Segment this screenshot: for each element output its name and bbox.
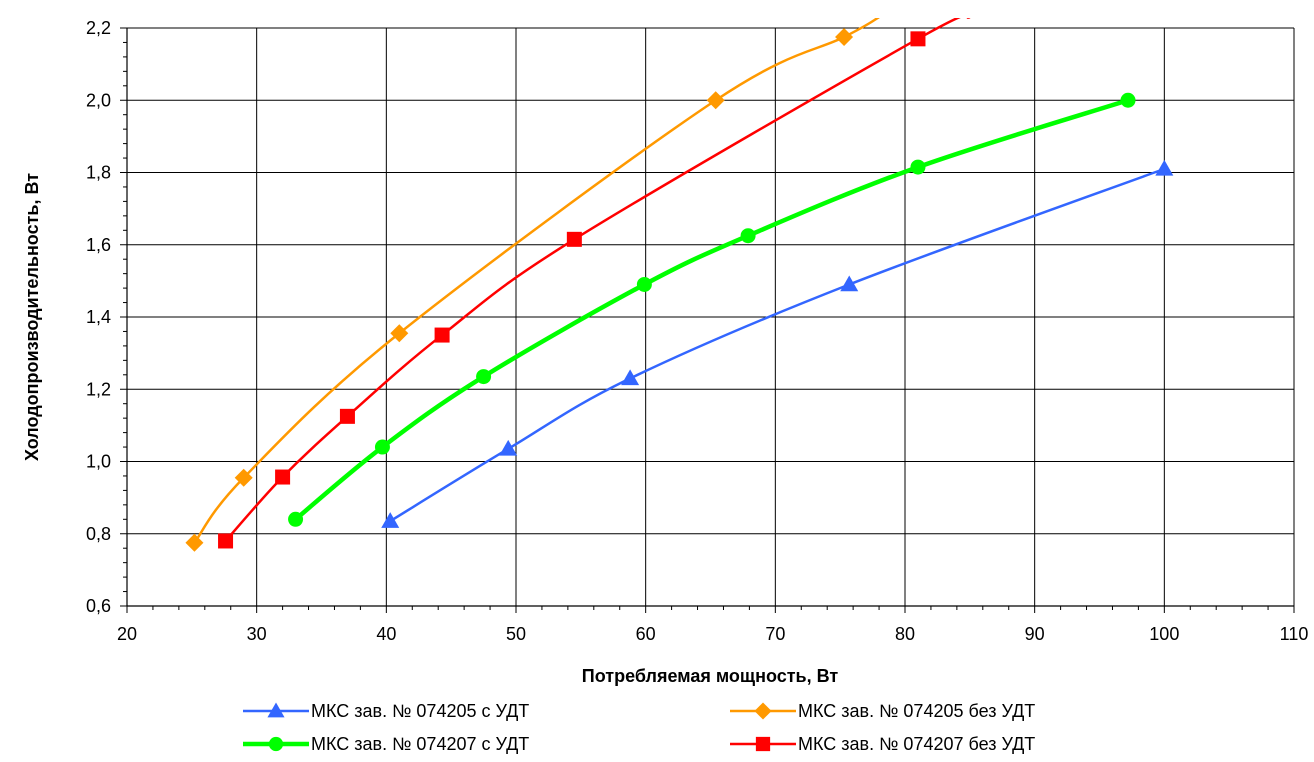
data-point xyxy=(636,276,652,292)
legend-item: МКС зав. № 074205 без УДТ xyxy=(730,701,1035,721)
data-point xyxy=(218,533,234,549)
legend-marker xyxy=(754,702,772,720)
legend-label: МКС зав. № 074205 с УДТ xyxy=(311,701,529,721)
x-tick-label: 30 xyxy=(247,624,267,644)
series-line xyxy=(389,167,1165,523)
data-point xyxy=(840,275,859,292)
legend-marker xyxy=(755,736,771,752)
data-point xyxy=(835,28,854,47)
y-tick-label: 0,8 xyxy=(86,524,111,544)
x-tick-labels: 20 30 40 50 60 70 80 90 100 110 xyxy=(117,624,1308,644)
data-point xyxy=(476,369,492,385)
data-point xyxy=(621,369,640,386)
legend-item: МКС зав. № 074207 с УДТ xyxy=(243,734,529,754)
x-tick-label: 100 xyxy=(1149,624,1179,644)
data-point xyxy=(275,469,291,485)
y-tick-label: 1,2 xyxy=(86,379,111,399)
y-tick-label: 1,8 xyxy=(86,163,111,183)
legend-item: МКС зав. № 074207 без УДТ xyxy=(730,734,1035,754)
data-point xyxy=(566,231,582,247)
legend: МКС зав. № 074205 с УДТ МКС зав. № 074205… xyxy=(243,701,1035,754)
x-tick-label: 50 xyxy=(506,624,526,644)
x-tick-label: 80 xyxy=(895,624,915,644)
data-point xyxy=(374,439,390,455)
grid xyxy=(127,27,1295,606)
y-tick-label: 0,6 xyxy=(86,596,111,616)
data-point xyxy=(185,533,204,552)
data-point xyxy=(390,324,409,343)
series-1 xyxy=(381,159,1174,528)
y-tick-label: 1,0 xyxy=(86,452,111,472)
x-tick-label: 20 xyxy=(117,624,137,644)
data-point xyxy=(234,468,253,487)
series-2 xyxy=(185,18,880,552)
data-point xyxy=(910,31,926,47)
data-point xyxy=(339,408,355,424)
y-axis-title: Холодопроизводительность, Вт xyxy=(22,173,42,461)
series-group xyxy=(185,18,1174,552)
data-point xyxy=(434,327,450,343)
data-point xyxy=(288,511,304,527)
y-tick-label: 1,4 xyxy=(86,307,111,327)
data-point xyxy=(740,228,756,244)
legend-label: МКС зав. № 074207 с УДТ xyxy=(311,734,529,754)
legend-label: МКС зав. № 074207 без УДТ xyxy=(798,734,1035,754)
x-tick-label: 70 xyxy=(765,624,785,644)
legend-item: МКС зав. № 074205 с УДТ xyxy=(243,701,529,721)
x-tick-label: 110 xyxy=(1280,624,1309,644)
y-tick-label: 2,2 xyxy=(86,18,111,38)
legend-label: МКС зав. № 074205 без УДТ xyxy=(798,701,1035,721)
y-tick-labels: 0,6 0,8 1,0 1,2 1,4 1,6 1,8 2,0 2,2 xyxy=(86,18,111,616)
series-3 xyxy=(288,92,1136,527)
y-tick-label: 2,0 xyxy=(86,90,111,110)
data-point xyxy=(381,512,400,528)
legend-marker xyxy=(267,702,285,718)
x-tick-label: 40 xyxy=(376,624,396,644)
x-tick-label: 90 xyxy=(1025,624,1045,644)
series-4 xyxy=(218,18,971,549)
x-axis-title: Потребляемая мощность, Вт xyxy=(582,666,839,686)
x-tick-label: 60 xyxy=(636,624,656,644)
y-tick-label: 1,6 xyxy=(86,235,111,255)
data-point xyxy=(1155,159,1174,176)
data-point xyxy=(706,91,725,110)
data-point xyxy=(499,439,518,456)
legend-marker xyxy=(268,736,284,752)
axes xyxy=(120,27,1295,613)
data-point xyxy=(1120,92,1136,108)
data-point xyxy=(910,159,926,175)
